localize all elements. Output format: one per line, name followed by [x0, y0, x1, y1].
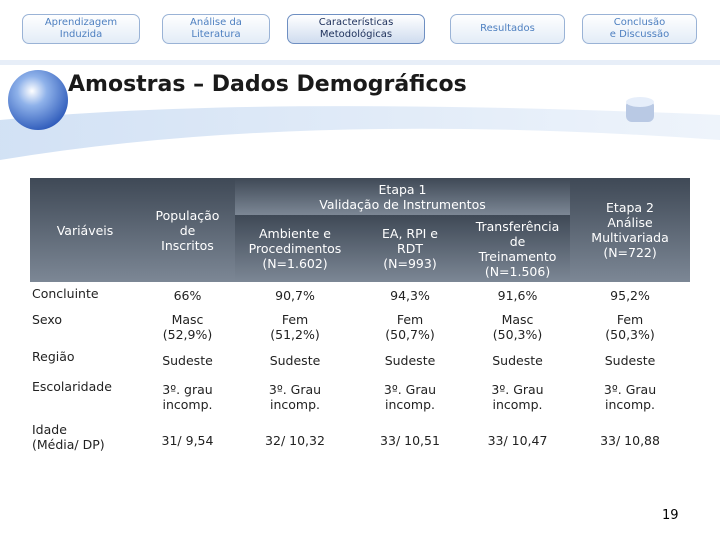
- table-cell: 3º. Grau incomp.: [268, 381, 322, 412]
- table-cell: 3º. Grau incomp.: [491, 381, 544, 412]
- table-cell: 33/ 10,88: [600, 432, 660, 448]
- nav-tab[interactable]: Análise da Literatura: [162, 14, 270, 44]
- table-cell: 3º. grau incomp.: [162, 381, 213, 412]
- table-cell: Masc (50,3%): [492, 311, 543, 342]
- row-label: Sexo: [32, 312, 63, 327]
- decoration: [0, 60, 720, 160]
- nav-tab[interactable]: Conclusão e Discussão: [582, 14, 697, 44]
- row-label: Região: [32, 349, 75, 364]
- table-cell: 33/ 10,51: [380, 432, 440, 448]
- row-label: Idade (Média/ DP): [32, 422, 105, 452]
- table-cell: Fem (50,3%): [605, 311, 655, 342]
- row-label: Concluinte: [32, 286, 99, 301]
- table-cell: Sudeste: [162, 352, 213, 368]
- nav-tab[interactable]: Características Metodológicas: [287, 14, 425, 44]
- table-cell: 3º. Grau incomp.: [383, 381, 437, 412]
- header-cell: Transferência de Treinamento (N=1.506): [465, 215, 571, 282]
- table-cell: 91,6%: [497, 287, 538, 303]
- table-cell: 94,3%: [390, 287, 430, 303]
- nav-tab[interactable]: Resultados: [450, 14, 565, 44]
- nav-tab[interactable]: Aprendizagem Induzida: [22, 14, 140, 44]
- table-cell: 32/ 10,32: [265, 432, 325, 448]
- table-cell: 33/ 10,47: [487, 432, 548, 448]
- table-cell: Masc (52,9%): [162, 311, 213, 342]
- table-row: Região Sudeste Sudeste Sudeste Sudeste Sudest…: [30, 345, 690, 375]
- table-cell: Sudeste: [492, 352, 543, 368]
- header-cell: Etapa 1 Validação de Instrumentos: [235, 178, 571, 215]
- row-label: Escolaridade: [32, 379, 112, 394]
- table-row: Sexo Masc (52,9%) Fem (51,2%) Fem (50,7%) Ma…: [30, 308, 690, 345]
- header-cell: Etapa 2 Análise Multivariada (N=722): [570, 178, 691, 282]
- header-cell: EA, RPI e RDT (N=993): [355, 215, 465, 282]
- table-row: Idade (Média/ DP) 31/ 9,54 32/ 10,32 33/ 10…: [30, 418, 690, 462]
- header-cell: Ambiente e Procedimentos (N=1.602): [235, 215, 355, 282]
- table-row: Concluinte 66% 90,7% 94,3% 91,6% 95,2%: [30, 282, 690, 308]
- header-cell: População de Inscritos: [140, 178, 235, 282]
- table-cell: Sudeste: [269, 352, 321, 368]
- table-cell: Sudeste: [604, 352, 656, 368]
- table-cell: 90,7%: [275, 287, 315, 303]
- table-body: Concluinte 66% 90,7% 94,3% 91,6% 95,2% Sexo Mas…: [30, 282, 690, 462]
- table: Variáveis População de Inscritos Etapa 1…: [30, 178, 691, 462]
- table-cell: 31/ 9,54: [161, 432, 214, 448]
- slide-title: Amostras – Dados Demográficos: [68, 72, 467, 97]
- header-cell: Variáveis: [30, 178, 140, 282]
- table-cell: Fem (50,7%): [385, 311, 435, 342]
- table-cell: 3º. Grau incomp.: [603, 381, 657, 412]
- table-cell: 66%: [173, 287, 202, 303]
- page-number: 19: [662, 508, 679, 523]
- table-row: Escolaridade 3º. grau incomp. 3º. Grau inc…: [30, 375, 690, 418]
- table-cell: 95,2%: [610, 287, 650, 303]
- table-cell: Fem (51,2%): [270, 311, 320, 342]
- table-cell: Sudeste: [384, 352, 436, 368]
